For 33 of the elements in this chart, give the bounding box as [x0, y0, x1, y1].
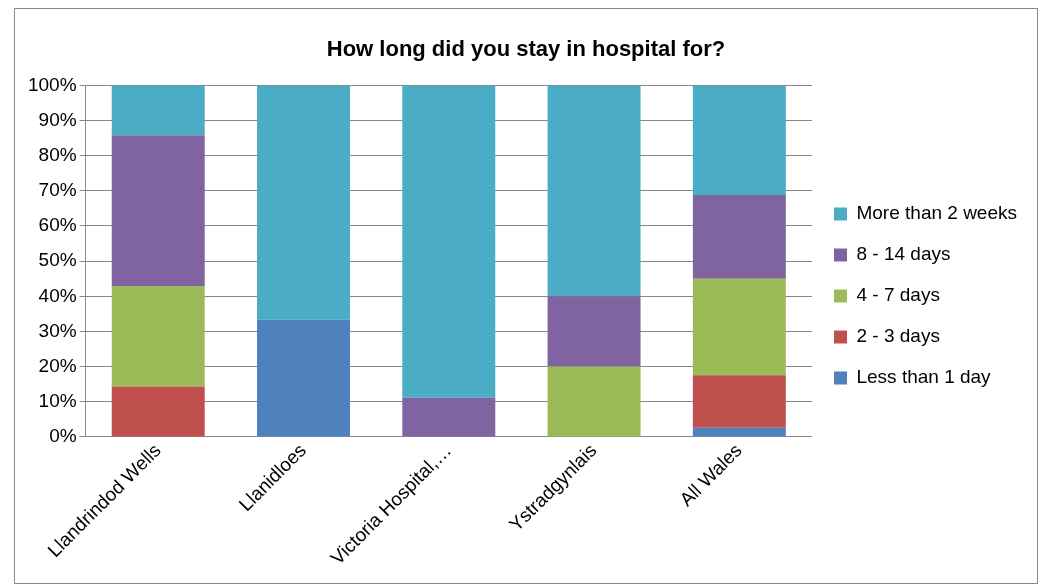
bar: [547, 85, 641, 297]
bar: [111, 286, 205, 387]
y-tick-label: 0%: [49, 425, 77, 447]
legend-label: 4 - 7 days: [856, 284, 940, 306]
bar: [547, 366, 641, 437]
y-tick-label: 60%: [38, 214, 77, 236]
bar: [692, 427, 786, 437]
bar: [111, 386, 205, 437]
y-tick-label: 20%: [38, 354, 77, 376]
bar: [111, 135, 205, 287]
legend-label: More than 2 weeks: [856, 202, 1018, 224]
bar: [547, 296, 641, 367]
y-tick-label: 30%: [38, 319, 77, 341]
legend-label: 8 - 14 days: [856, 243, 951, 265]
y-tick-label: 70%: [38, 179, 77, 201]
y-tick-label: 100%: [27, 73, 77, 95]
bar: [402, 397, 496, 437]
bar: [692, 278, 786, 376]
bar: [692, 85, 786, 196]
y-tick-label: 90%: [38, 108, 77, 130]
y-tick-label: 10%: [38, 389, 77, 411]
legend-label: Less than 1 day: [856, 366, 992, 388]
y-tick-label: 50%: [38, 249, 77, 271]
y-tick-label: 40%: [38, 284, 77, 306]
bar: [111, 85, 205, 136]
bar: [692, 195, 786, 279]
bar: [402, 85, 496, 398]
bar: [257, 85, 350, 320]
chart-title: How long did you stay in hospital for?: [326, 36, 726, 62]
legend-label: 2 - 3 days: [856, 325, 940, 347]
y-tick-label: 80%: [38, 143, 77, 165]
bar: [692, 375, 786, 428]
bar: [257, 319, 350, 437]
